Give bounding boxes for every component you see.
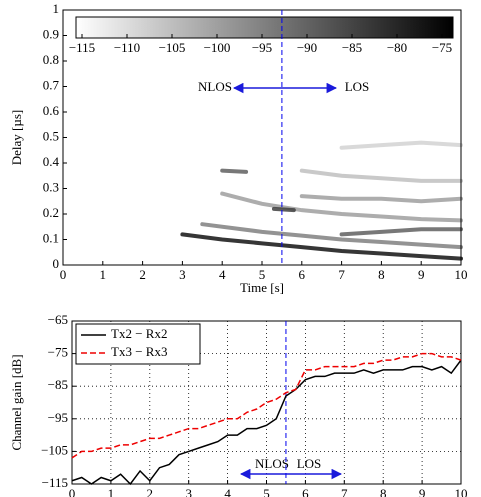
x-tick-label: 8	[378, 267, 385, 282]
streak	[180, 232, 463, 261]
y-tick-label: 1	[53, 1, 60, 16]
colorbar-label: −110	[114, 40, 140, 55]
streak	[220, 191, 463, 223]
x-tick-label: 8	[380, 486, 387, 497]
streak-line	[220, 168, 249, 174]
legend-label: Tx2 − Rx2	[111, 326, 167, 341]
x-tick-label: 9	[418, 267, 425, 282]
y-tick-label: −85	[48, 377, 68, 392]
streak-line	[299, 168, 463, 183]
x-tick-label: 6	[299, 267, 306, 282]
y-axis-label: Channel gain [dB]	[9, 354, 24, 450]
legend-box	[75, 323, 201, 365]
x-tick-label: 0	[69, 486, 76, 497]
y-tick-label: −115	[42, 475, 68, 490]
y-tick-label: 0.7	[43, 77, 60, 92]
colorbar-label: −90	[297, 40, 317, 55]
colorbar-label: −100	[204, 40, 231, 55]
colorbar	[75, 16, 454, 39]
x-tick-label: 7	[341, 486, 348, 497]
streak	[339, 227, 463, 237]
x-tick-label: 0	[60, 267, 67, 282]
colorbar-label: −80	[387, 40, 407, 55]
y-tick-label: 0	[53, 256, 60, 271]
x-tick-label: 5	[263, 486, 270, 497]
x-axis-label: Time [s]	[240, 280, 284, 295]
streak	[299, 194, 463, 204]
legend-label: Tx3 − Rx3	[111, 344, 167, 359]
annotation: NLOS	[255, 456, 289, 471]
streak	[339, 140, 463, 150]
y-tick-label: 0.8	[43, 52, 59, 67]
plot-layer	[71, 140, 463, 485]
y-tick-label: −105	[41, 442, 68, 457]
top-plot-area	[63, 10, 461, 265]
streak	[200, 222, 463, 250]
streak-line	[200, 222, 463, 250]
x-tick-label: 1	[100, 267, 107, 282]
streak-line	[339, 227, 463, 237]
x-tick-label: 6	[302, 486, 309, 497]
annotation: LOS	[297, 456, 322, 471]
colorbar-label: −85	[342, 40, 362, 55]
x-tick-label: 9	[419, 486, 426, 497]
series-line	[71, 352, 462, 459]
x-tick-label: 3	[185, 486, 192, 497]
y-tick-label: 0.4	[43, 154, 60, 169]
y-tick-label: 0.6	[43, 103, 60, 118]
x-tick-label: 4	[224, 486, 231, 497]
annotation: NLOS	[198, 79, 232, 94]
colorbar-label: −75	[432, 40, 452, 55]
x-tick-label: 2	[147, 486, 154, 497]
colorbar-label: −95	[252, 40, 272, 55]
colorbar-label: −105	[159, 40, 186, 55]
streak	[271, 206, 296, 213]
x-tick-label: 2	[139, 267, 146, 282]
streak-line	[180, 232, 463, 261]
x-tick-label: 7	[338, 267, 345, 282]
y-tick-label: 0.3	[43, 179, 59, 194]
y-tick-label: 0.1	[43, 230, 59, 245]
y-axis-label: Delay [µs]	[9, 110, 24, 166]
x-tick-label: 10	[455, 267, 468, 282]
y-tick-label: 0.5	[43, 128, 59, 143]
series-line	[71, 359, 462, 486]
y-tick-label: −65	[48, 312, 68, 327]
streak-line	[271, 206, 296, 213]
x-tick-label: 5	[259, 267, 266, 282]
y-tick-label: 0.2	[43, 205, 59, 220]
x-tick-label: 3	[179, 267, 186, 282]
y-tick-label: −95	[48, 410, 68, 425]
x-tick-label: 10	[455, 486, 468, 497]
streak-line	[220, 191, 463, 223]
colorbar-label: −115	[69, 40, 95, 55]
streak-line	[299, 194, 463, 204]
y-tick-label: −75	[48, 345, 68, 360]
y-tick-label: 0.9	[43, 26, 59, 41]
annotation: LOS	[345, 79, 370, 94]
streak-line	[339, 140, 463, 150]
streak	[220, 168, 249, 174]
x-tick-label: 1	[108, 486, 115, 497]
x-tick-label: 4	[219, 267, 226, 282]
streak	[299, 168, 463, 183]
